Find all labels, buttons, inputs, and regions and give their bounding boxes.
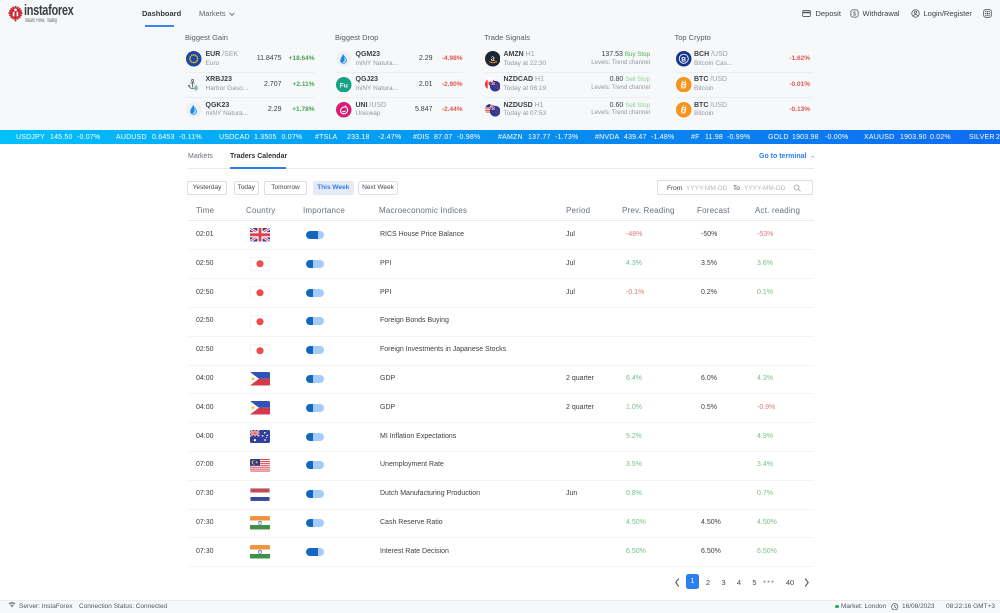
svg-text:$: $ <box>853 11 856 17</box>
svg-text:B: B <box>680 80 688 90</box>
svg-text:B: B <box>681 57 686 64</box>
svg-text:Fu: Fu <box>340 82 348 89</box>
svg-text:B: B <box>680 105 688 115</box>
svg-text:a: a <box>490 53 495 64</box>
